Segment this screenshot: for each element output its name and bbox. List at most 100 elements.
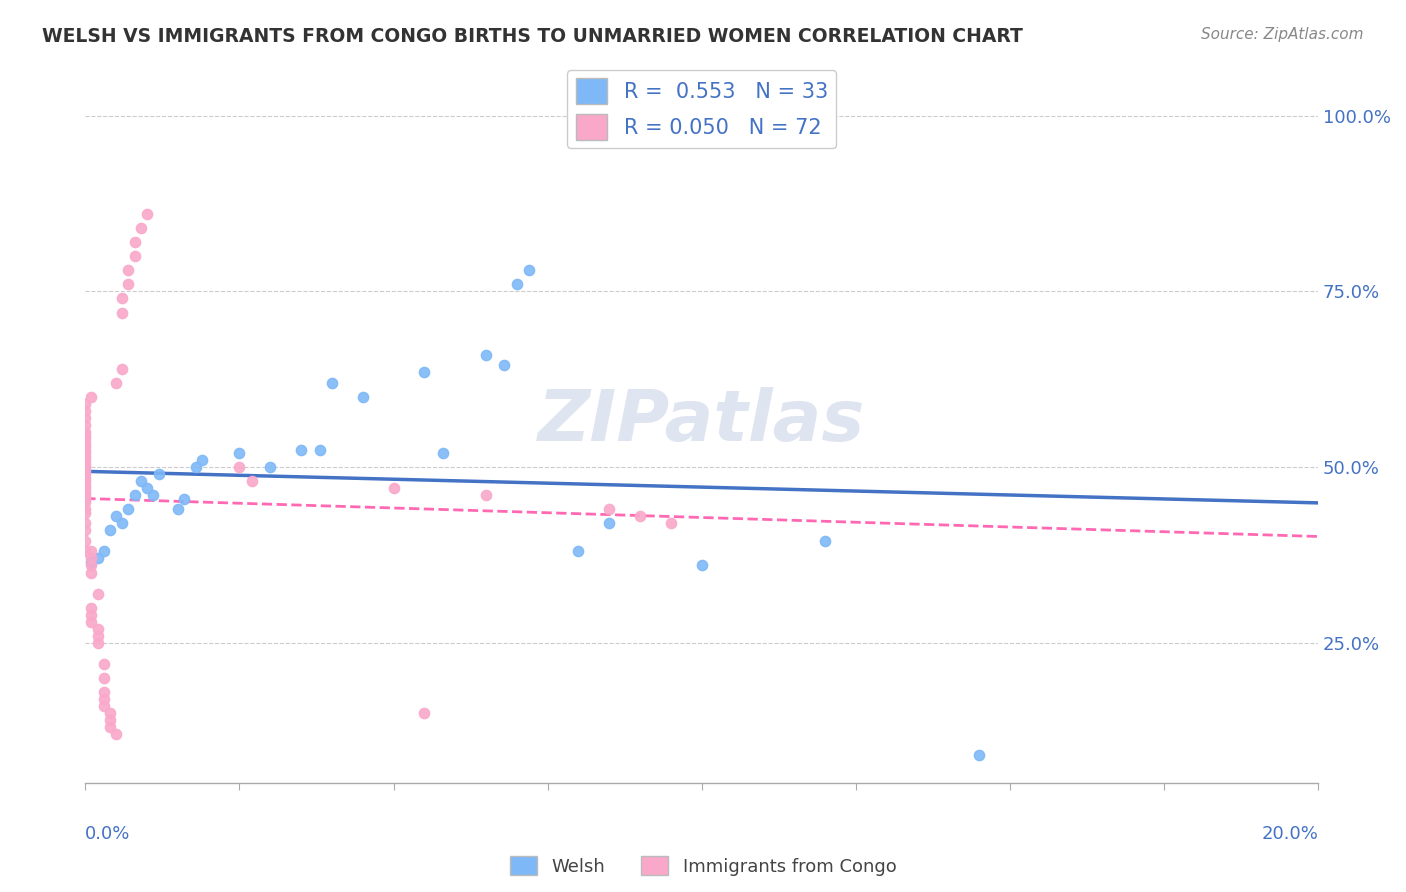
Point	[80, 566, 103, 580]
Point	[75, 474, 97, 488]
Point	[117, 502, 139, 516]
Point	[382, 481, 405, 495]
Point	[75, 491, 97, 506]
Text: 0.0%: 0.0%	[86, 825, 131, 844]
Point	[690, 558, 713, 573]
Point	[80, 551, 103, 566]
Point	[75, 495, 97, 509]
Point	[75, 464, 97, 478]
Point	[93, 692, 115, 706]
Point	[86, 622, 108, 636]
Point	[129, 474, 152, 488]
Point	[86, 586, 108, 600]
Point	[93, 544, 115, 558]
Point	[98, 720, 121, 734]
Point	[86, 636, 108, 650]
Point	[228, 446, 250, 460]
Point	[75, 446, 97, 460]
Point	[75, 516, 97, 531]
Point	[321, 376, 343, 390]
Legend: R =  0.553   N = 33, R = 0.050   N = 72: R = 0.553 N = 33, R = 0.050 N = 72	[567, 70, 837, 148]
Point	[598, 502, 620, 516]
Text: Source: ZipAtlas.com: Source: ZipAtlas.com	[1201, 27, 1364, 42]
Text: WELSH VS IMMIGRANTS FROM CONGO BIRTHS TO UNMARRIED WOMEN CORRELATION CHART: WELSH VS IMMIGRANTS FROM CONGO BIRTHS TO…	[42, 27, 1024, 45]
Point	[124, 235, 146, 250]
Point	[80, 615, 103, 629]
Point	[228, 460, 250, 475]
Point	[75, 506, 97, 520]
Point	[136, 207, 159, 221]
Point	[413, 706, 436, 720]
Point	[75, 467, 97, 482]
Legend: Welsh, Immigrants from Congo: Welsh, Immigrants from Congo	[502, 849, 904, 883]
Point	[75, 502, 97, 516]
Point	[75, 470, 97, 484]
Point	[352, 390, 374, 404]
Point	[75, 481, 97, 495]
Point	[75, 425, 97, 439]
Text: ZIPatlas: ZIPatlas	[538, 387, 866, 456]
Point	[75, 397, 97, 411]
Point	[80, 555, 103, 569]
Point	[105, 376, 128, 390]
Point	[308, 442, 330, 457]
Point	[75, 439, 97, 453]
Point	[259, 460, 281, 475]
Point	[75, 453, 97, 467]
Point	[191, 453, 214, 467]
Point	[598, 516, 620, 531]
Point	[75, 432, 97, 446]
Point	[117, 277, 139, 292]
Point	[124, 488, 146, 502]
Point	[93, 685, 115, 699]
Point	[517, 263, 540, 277]
Point	[80, 390, 103, 404]
Point	[98, 713, 121, 727]
Point	[75, 477, 97, 491]
Point	[75, 524, 97, 538]
Point	[75, 428, 97, 442]
Point	[105, 727, 128, 741]
Point	[98, 706, 121, 720]
Point	[75, 544, 97, 558]
Point	[124, 249, 146, 263]
Point	[432, 446, 454, 460]
Point	[93, 699, 115, 714]
Point	[75, 404, 97, 418]
Point	[166, 502, 188, 516]
Text: 20.0%: 20.0%	[1261, 825, 1319, 844]
Point	[117, 263, 139, 277]
Point	[148, 467, 170, 482]
Point	[173, 491, 195, 506]
Point	[111, 361, 134, 376]
Point	[75, 533, 97, 548]
Point	[136, 481, 159, 495]
Point	[98, 524, 121, 538]
Point	[75, 442, 97, 457]
Point	[290, 442, 312, 457]
Point	[75, 488, 97, 502]
Point	[93, 657, 115, 671]
Point	[967, 748, 990, 763]
Point	[506, 277, 529, 292]
Point	[75, 484, 97, 499]
Point	[142, 488, 165, 502]
Point	[628, 509, 651, 524]
Point	[93, 671, 115, 685]
Point	[111, 516, 134, 531]
Point	[86, 629, 108, 643]
Point	[129, 221, 152, 235]
Point	[111, 292, 134, 306]
Point	[80, 558, 103, 573]
Point	[814, 533, 837, 548]
Point	[80, 544, 103, 558]
Point	[75, 450, 97, 464]
Point	[75, 411, 97, 425]
Point	[413, 365, 436, 379]
Point	[86, 551, 108, 566]
Point	[111, 305, 134, 319]
Point	[75, 417, 97, 432]
Point	[186, 460, 208, 475]
Point	[75, 435, 97, 450]
Point	[80, 600, 103, 615]
